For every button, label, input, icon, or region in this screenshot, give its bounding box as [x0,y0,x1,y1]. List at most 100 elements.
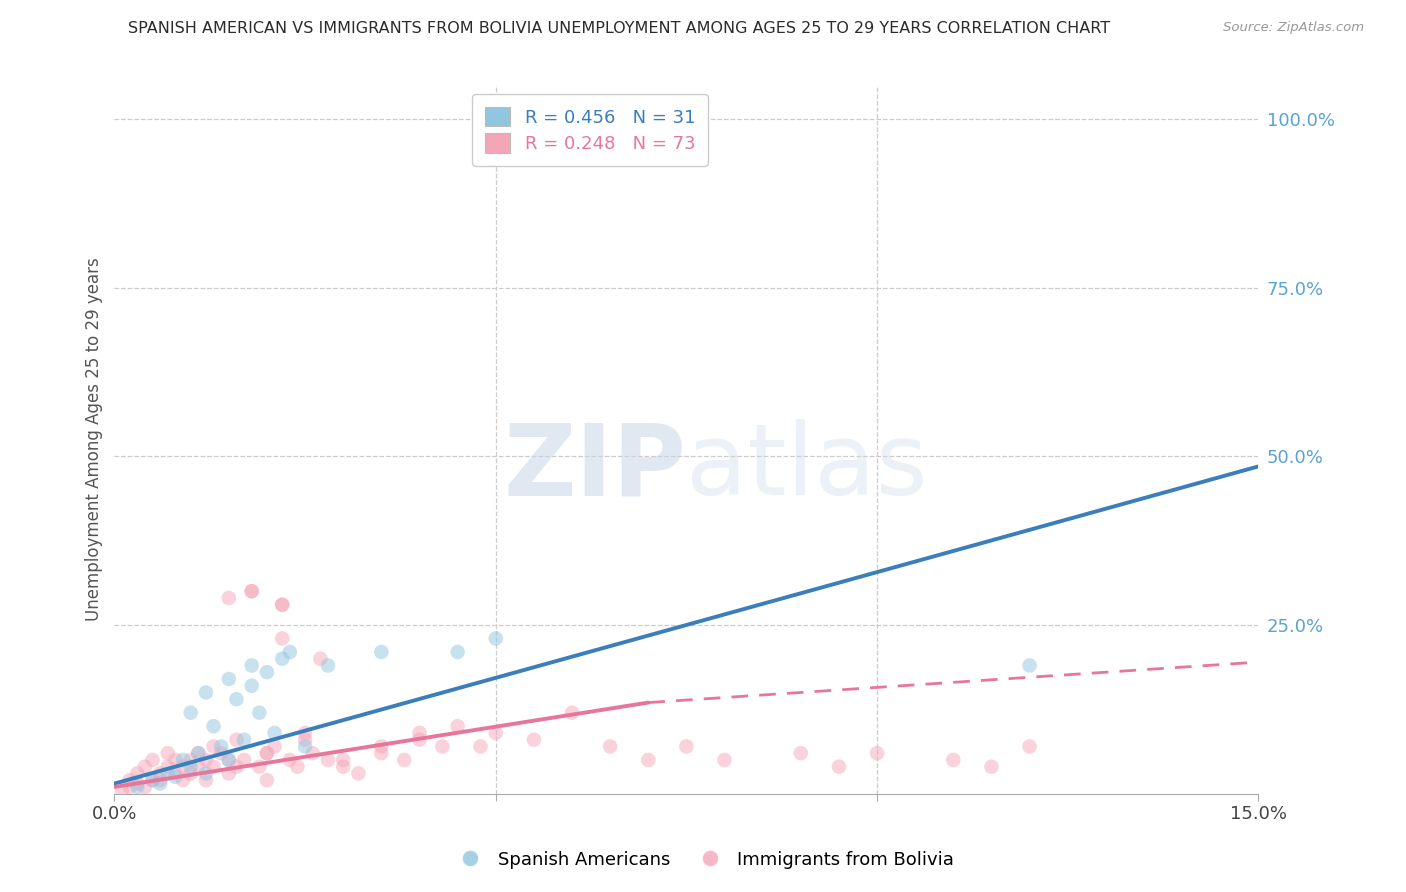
Point [247,706,270,720]
Point [675,739,697,754]
Text: ZIP: ZIP [503,419,686,516]
Point [370,746,392,760]
Point [316,753,339,767]
Point [149,766,172,780]
Point [141,753,163,767]
Point [165,766,187,780]
Point [240,658,263,673]
Point [218,753,240,767]
Point [180,753,202,767]
Point [194,773,217,788]
Point [316,658,339,673]
Point [256,746,278,760]
Point [271,598,294,612]
Point [111,783,134,797]
Legend: R = 0.456   N = 31, R = 0.248   N = 73: R = 0.456 N = 31, R = 0.248 N = 73 [472,95,709,166]
Point [165,753,187,767]
Point [370,645,392,659]
Point [172,773,194,788]
Point [127,776,149,790]
Point [247,760,270,774]
Point [370,739,392,754]
Point [271,632,294,646]
Point [127,780,149,794]
Point [187,746,209,760]
Point [172,760,194,774]
Point [561,706,583,720]
Point [225,692,247,706]
Point [309,651,332,665]
Point [271,651,294,665]
Point [263,739,285,754]
Point [194,685,217,699]
Point [278,645,301,659]
Point [240,584,263,599]
Point [218,766,240,780]
Point [523,732,546,747]
Point [127,766,149,780]
Point [187,760,209,774]
Point [301,746,323,760]
Point [225,760,247,774]
Point [202,760,225,774]
Point [561,112,583,126]
Point [209,739,232,754]
Point [332,753,354,767]
Point [866,746,889,760]
Point [446,719,468,733]
Point [180,766,202,780]
Text: Source: ZipAtlas.com: Source: ZipAtlas.com [1223,21,1364,34]
Point [294,732,316,747]
Point [141,773,163,788]
Point [347,766,370,780]
Point [180,760,202,774]
Point [134,780,156,794]
Text: atlas: atlas [686,419,928,516]
Point [134,760,156,774]
Point [278,753,301,767]
Point [172,753,194,767]
Point [446,645,468,659]
Point [149,776,172,790]
Point [470,739,492,754]
Point [408,726,430,740]
Point [394,753,416,767]
Point [218,591,240,605]
Legend: Spanish Americans, Immigrants from Bolivia: Spanish Americans, Immigrants from Boliv… [446,844,960,876]
Point [432,739,454,754]
Point [156,766,179,780]
Point [942,753,965,767]
Point [332,760,354,774]
Point [287,760,309,774]
Point [218,672,240,686]
Point [233,753,256,767]
Point [225,732,247,747]
Point [599,739,621,754]
Point [256,746,278,760]
Point [294,726,316,740]
Point [180,706,202,720]
Point [263,726,285,740]
Point [218,753,240,767]
Point [202,719,225,733]
Point [713,753,735,767]
Point [118,773,141,788]
Point [156,760,179,774]
Point [202,739,225,754]
Point [209,746,232,760]
Y-axis label: Unemployment Among Ages 25 to 29 years: Unemployment Among Ages 25 to 29 years [86,258,103,622]
Point [240,679,263,693]
Point [828,760,851,774]
Point [1018,739,1040,754]
Text: SPANISH AMERICAN VS IMMIGRANTS FROM BOLIVIA UNEMPLOYMENT AMONG AGES 25 TO 29 YEA: SPANISH AMERICAN VS IMMIGRANTS FROM BOLI… [128,21,1109,36]
Point [294,739,316,754]
Point [233,732,256,747]
Point [187,746,209,760]
Point [637,753,659,767]
Point [194,766,217,780]
Point [156,746,179,760]
Point [485,726,508,740]
Point [1018,658,1040,673]
Point [271,598,294,612]
Point [149,773,172,788]
